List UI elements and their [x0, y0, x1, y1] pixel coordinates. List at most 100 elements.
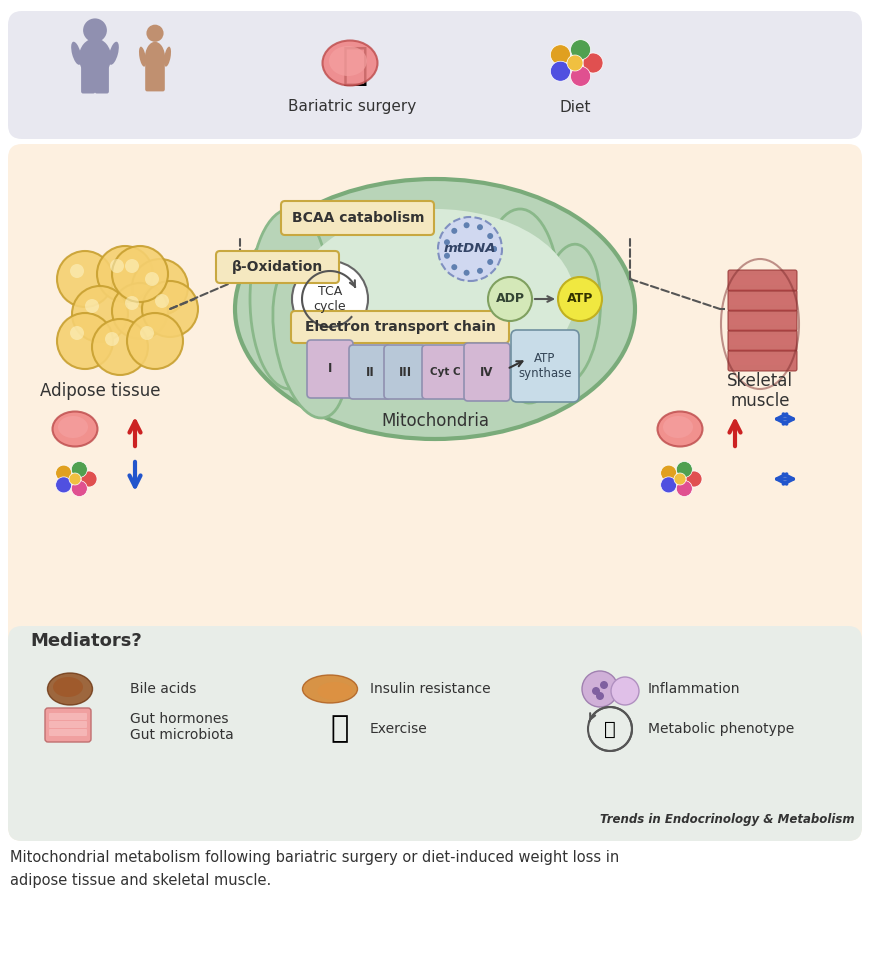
Ellipse shape: [539, 245, 600, 384]
FancyBboxPatch shape: [348, 345, 390, 399]
FancyBboxPatch shape: [727, 330, 796, 351]
Text: Bile acids: Bile acids: [129, 682, 196, 696]
Text: Electron transport chain: Electron transport chain: [304, 320, 494, 334]
Ellipse shape: [48, 673, 92, 705]
Circle shape: [570, 39, 590, 59]
Text: Adipose tissue: Adipose tissue: [40, 382, 160, 400]
FancyBboxPatch shape: [727, 310, 796, 331]
Circle shape: [443, 253, 449, 259]
Text: ATP
synthase: ATP synthase: [518, 352, 571, 380]
Text: mtDNA: mtDNA: [443, 243, 495, 255]
Circle shape: [660, 477, 676, 493]
Ellipse shape: [109, 41, 119, 65]
Circle shape: [83, 18, 107, 42]
Circle shape: [70, 326, 84, 340]
FancyBboxPatch shape: [8, 626, 861, 841]
Ellipse shape: [79, 38, 111, 77]
Ellipse shape: [322, 40, 377, 85]
Circle shape: [600, 681, 607, 689]
Circle shape: [96, 246, 153, 302]
Text: 👤: 👤: [603, 719, 615, 738]
Ellipse shape: [657, 411, 701, 447]
Text: ATP: ATP: [567, 292, 593, 306]
Ellipse shape: [249, 209, 329, 389]
Text: I: I: [328, 363, 332, 376]
FancyBboxPatch shape: [290, 311, 508, 343]
Text: β-Oxidation: β-Oxidation: [232, 260, 323, 274]
Text: Mitochondria: Mitochondria: [381, 412, 488, 430]
Circle shape: [292, 261, 368, 337]
Ellipse shape: [145, 42, 165, 75]
Text: Bariatric surgery: Bariatric surgery: [288, 100, 415, 114]
Circle shape: [72, 286, 128, 342]
FancyBboxPatch shape: [728, 335, 795, 345]
FancyBboxPatch shape: [307, 340, 353, 398]
Circle shape: [591, 687, 600, 695]
Circle shape: [570, 66, 590, 86]
Text: Diet: Diet: [559, 100, 590, 114]
Circle shape: [70, 264, 84, 278]
Ellipse shape: [58, 416, 88, 438]
Ellipse shape: [71, 41, 82, 65]
Ellipse shape: [328, 46, 367, 76]
Circle shape: [476, 224, 482, 230]
Text: 🫁: 🫁: [342, 44, 368, 87]
Ellipse shape: [505, 255, 574, 403]
Text: Cyt C: Cyt C: [429, 367, 460, 377]
Circle shape: [557, 277, 601, 321]
Text: BCAA catabolism: BCAA catabolism: [291, 211, 424, 225]
Text: Inflammation: Inflammation: [647, 682, 740, 696]
Circle shape: [112, 283, 168, 339]
FancyBboxPatch shape: [510, 330, 579, 402]
Circle shape: [488, 277, 531, 321]
FancyBboxPatch shape: [145, 62, 156, 91]
Text: Exercise: Exercise: [369, 722, 428, 736]
Ellipse shape: [163, 47, 171, 66]
FancyBboxPatch shape: [49, 713, 87, 720]
FancyBboxPatch shape: [81, 62, 96, 93]
Circle shape: [56, 477, 71, 493]
Circle shape: [476, 268, 482, 274]
Text: Trends in Endocrinology & Metabolism: Trends in Endocrinology & Metabolism: [600, 812, 854, 826]
FancyBboxPatch shape: [95, 62, 109, 93]
Circle shape: [660, 465, 676, 481]
Circle shape: [125, 259, 139, 273]
Circle shape: [550, 61, 570, 82]
Circle shape: [550, 45, 570, 65]
Text: Mitochondrial metabolism following bariatric surgery or diet-induced weight loss: Mitochondrial metabolism following baria…: [10, 851, 619, 888]
Circle shape: [155, 294, 169, 308]
Circle shape: [673, 473, 686, 485]
Circle shape: [145, 272, 159, 286]
FancyBboxPatch shape: [421, 345, 468, 399]
Ellipse shape: [52, 411, 97, 447]
Circle shape: [81, 471, 96, 487]
Circle shape: [451, 264, 457, 270]
FancyBboxPatch shape: [728, 295, 795, 305]
FancyBboxPatch shape: [727, 350, 796, 371]
Circle shape: [610, 677, 638, 705]
Text: 🏃: 🏃: [330, 714, 348, 743]
FancyBboxPatch shape: [216, 251, 339, 283]
Ellipse shape: [139, 47, 146, 66]
FancyBboxPatch shape: [49, 729, 87, 736]
Ellipse shape: [273, 260, 347, 418]
Ellipse shape: [53, 677, 83, 697]
Ellipse shape: [235, 179, 634, 439]
Text: Skeletal
muscle: Skeletal muscle: [726, 371, 792, 410]
Text: Gut hormones
Gut microbiota: Gut hormones Gut microbiota: [129, 712, 234, 742]
Circle shape: [567, 55, 582, 71]
Circle shape: [463, 269, 469, 276]
Text: Insulin resistance: Insulin resistance: [369, 682, 490, 696]
FancyBboxPatch shape: [281, 201, 434, 235]
FancyBboxPatch shape: [8, 144, 861, 841]
Circle shape: [490, 246, 496, 252]
Circle shape: [142, 281, 198, 337]
Circle shape: [581, 671, 617, 707]
FancyBboxPatch shape: [463, 343, 509, 401]
Text: III: III: [398, 365, 411, 379]
Circle shape: [56, 465, 71, 481]
Text: IV: IV: [480, 365, 494, 379]
Text: TCA
cycle: TCA cycle: [314, 285, 346, 313]
Circle shape: [71, 461, 87, 478]
FancyBboxPatch shape: [383, 345, 426, 399]
